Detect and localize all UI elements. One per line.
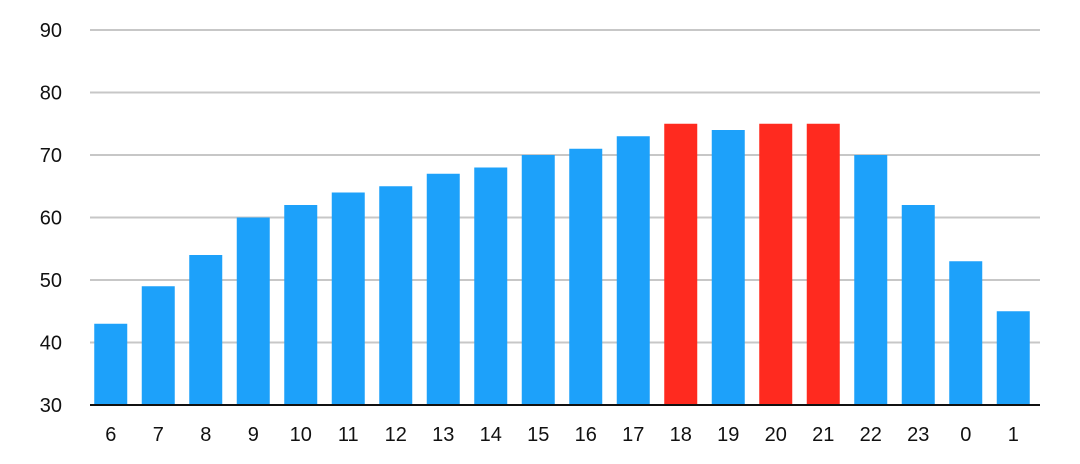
y-tick-label: 50 [40,270,62,292]
bar [569,148,603,405]
y-tick-label: 60 [40,208,62,230]
bar [996,311,1030,405]
bar [189,255,223,405]
x-tick-label: 7 [153,424,164,446]
y-tick-label: 40 [40,333,62,355]
bar [949,261,983,405]
x-tick-label: 23 [907,424,929,446]
bar [379,186,413,405]
bar [284,205,318,405]
x-tick-label: 15 [527,424,549,446]
x-tick-label: 8 [200,424,211,446]
gridlines [90,29,1040,344]
bar [901,205,935,405]
x-tick-label: 0 [960,424,971,446]
bar [474,167,508,405]
bar [94,323,128,405]
bar [616,136,650,405]
x-tick-label: 11 [338,424,359,446]
x-tick-label: 6 [105,424,116,446]
bar [236,217,270,405]
x-tick-label: 22 [860,424,882,446]
y-tick-label: 90 [40,20,62,42]
x-tick-label: 18 [670,424,692,446]
x-tick-label: 13 [432,424,454,446]
x-tick-label: 10 [290,424,312,446]
y-tick-label: 30 [40,395,62,417]
x-tick-label: 17 [622,424,644,446]
bar-highlighted [759,123,793,405]
bars [94,123,1030,405]
bar-highlighted [664,123,698,405]
bar [521,155,555,405]
bar [426,173,460,405]
x-axis-ticks: 6 7 8 9 10 11 12 13 14 15 16 17 18 19 20 21 22 23 0 1 [105,424,1019,446]
y-axis-ticks: 30 40 50 60 70 80 90 [40,20,62,417]
x-tick-label: 14 [480,424,502,446]
bar [331,192,365,405]
x-tick-label: 19 [717,424,739,446]
bar [141,286,175,405]
bar [711,130,745,405]
bar [854,155,888,405]
x-tick-label: 12 [385,424,407,446]
x-tick-label: 1 [1008,424,1019,446]
x-tick-label: 9 [248,424,259,446]
x-tick-label: 16 [575,424,597,446]
x-tick-label: 21 [812,424,834,446]
y-tick-label: 70 [40,145,62,167]
y-tick-label: 80 [40,83,62,105]
bar-highlighted [806,123,840,405]
x-tick-label: 20 [765,424,787,446]
